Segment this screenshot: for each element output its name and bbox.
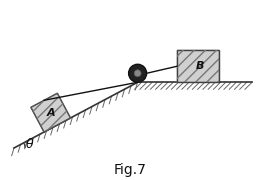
Text: θ: θ (26, 138, 34, 152)
Text: Fig.7: Fig.7 (114, 163, 146, 177)
Polygon shape (177, 50, 219, 82)
Polygon shape (31, 93, 70, 132)
Circle shape (134, 70, 141, 77)
Text: A: A (46, 108, 55, 118)
Text: B: B (196, 61, 204, 71)
Circle shape (129, 64, 147, 82)
